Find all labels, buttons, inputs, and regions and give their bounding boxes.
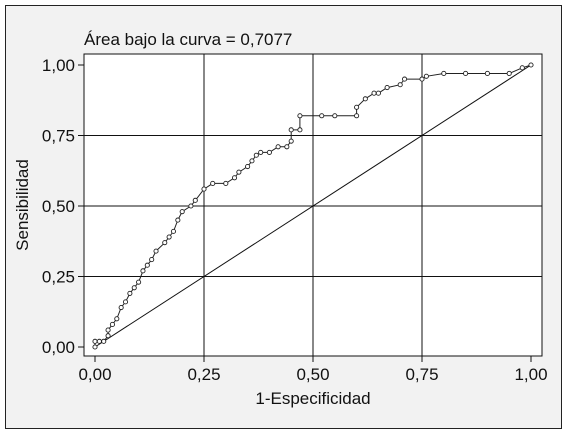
- roc-point: [463, 70, 469, 77]
- roc-point: [192, 197, 198, 203]
- roc-point: [136, 279, 142, 285]
- roc-point: [101, 338, 107, 344]
- x-tick-label: 1,00: [514, 365, 547, 384]
- roc-point: [236, 169, 242, 175]
- roc-point: [201, 186, 207, 192]
- roc-point: [144, 262, 150, 268]
- roc-point: [258, 149, 264, 155]
- roc-point: [131, 285, 137, 291]
- roc-point: [105, 327, 111, 333]
- roc-point: [319, 113, 325, 119]
- roc-point: [528, 62, 534, 68]
- roc-point: [288, 138, 294, 144]
- roc-point: [231, 175, 238, 181]
- roc-point: [354, 104, 360, 110]
- roc-point: [284, 144, 290, 150]
- roc-point: [484, 70, 490, 77]
- y-axis-label: Sensibilidad: [13, 159, 32, 251]
- roc-point: [249, 158, 255, 164]
- roc-point: [114, 316, 120, 322]
- y-tick-label: 0,75: [42, 127, 75, 146]
- roc-point: [92, 338, 98, 344]
- roc-point: [384, 85, 390, 91]
- x-tick-labels: 0,00 0,25 0,50 0,75 1,00: [78, 365, 547, 384]
- y-tick-labels: 0,00 0,25 0,50 0,75 1,00: [42, 56, 75, 357]
- roc-point: [354, 113, 360, 119]
- roc-points: [92, 62, 534, 350]
- reference-diagonal-line: [94, 64, 532, 348]
- roc-point: [397, 82, 403, 88]
- y-tick-label: 1,00: [42, 56, 75, 75]
- roc-point: [266, 149, 272, 155]
- roc-point: [371, 90, 377, 96]
- roc-point: [96, 338, 102, 344]
- roc-point: [149, 257, 155, 263]
- roc-point: [109, 321, 115, 327]
- roc-point: [441, 70, 447, 77]
- roc-point: [118, 304, 124, 311]
- axis-ticks: [78, 64, 532, 362]
- roc-point: [127, 290, 133, 296]
- roc-point: [506, 70, 512, 77]
- x-tick-label: 0,75: [405, 365, 438, 384]
- roc-point: [179, 209, 185, 215]
- roc-point: [423, 73, 429, 79]
- roc-point: [297, 127, 303, 133]
- roc-point: [275, 144, 281, 150]
- roc-point: [297, 113, 303, 119]
- reference-line-group: [94, 64, 532, 348]
- roc-point: [188, 203, 194, 209]
- y-tick-label: 0,50: [42, 197, 75, 216]
- roc-point: [210, 180, 216, 186]
- roc-curve-line: [94, 64, 532, 347]
- roc-point: [153, 248, 159, 254]
- roc-point: [92, 344, 98, 350]
- roc-point: [332, 113, 338, 119]
- roc-point: [105, 333, 111, 339]
- roc-point: [253, 152, 259, 158]
- auc-annotation: Área bajo la curva = 0,7077: [84, 30, 292, 49]
- roc-point: [170, 228, 177, 234]
- roc-point: [288, 127, 294, 133]
- roc-point: [519, 65, 525, 71]
- roc-point: [245, 163, 251, 170]
- roc-curve-group: [94, 64, 532, 347]
- roc-point: [402, 76, 408, 82]
- x-tick-label: 0,50: [296, 365, 329, 384]
- x-tick-label: 0,25: [187, 365, 220, 384]
- roc-point: [223, 180, 229, 186]
- y-tick-label: 0,00: [42, 338, 75, 357]
- x-axis-label: 1-Especificidad: [255, 389, 370, 408]
- roc-point: [419, 76, 425, 82]
- x-tick-label: 0,00: [78, 365, 111, 384]
- roc-point: [140, 268, 146, 274]
- y-tick-label: 0,25: [42, 268, 75, 287]
- roc-point: [162, 240, 168, 246]
- roc-point: [362, 96, 368, 102]
- roc-point: [122, 299, 129, 305]
- roc-point: [375, 90, 381, 96]
- roc-point: [175, 217, 181, 223]
- roc-point: [166, 234, 172, 240]
